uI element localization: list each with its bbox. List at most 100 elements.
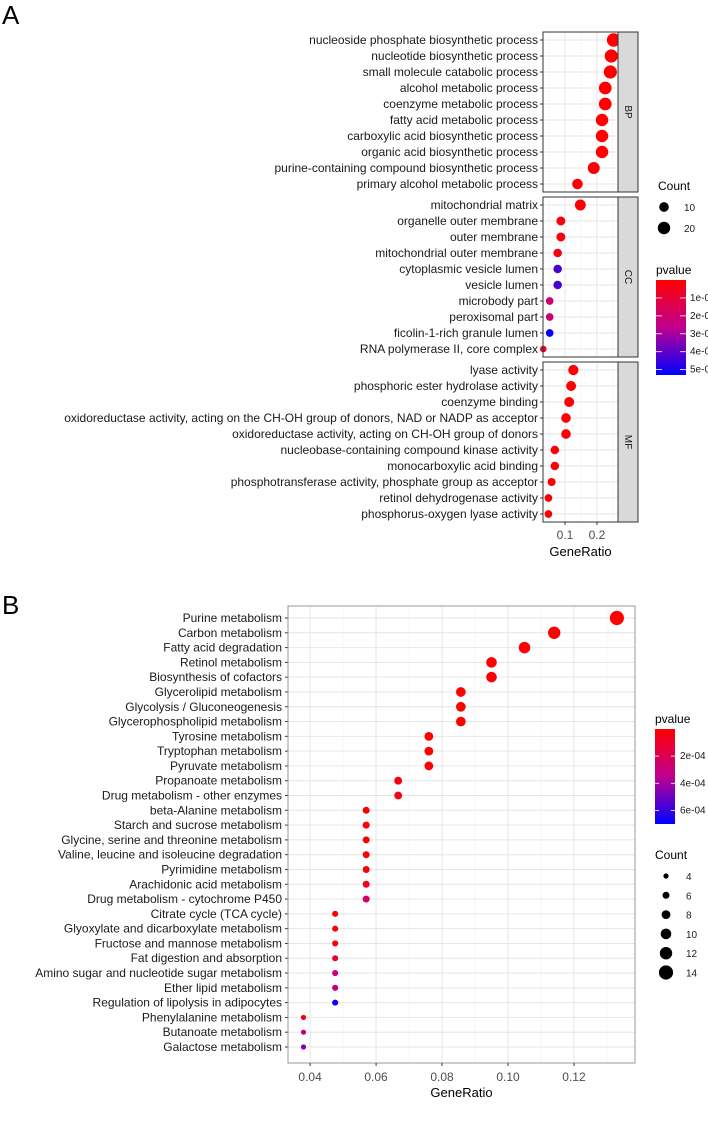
- pathway-dot: [332, 999, 339, 1006]
- term-dot: [561, 429, 571, 439]
- x-tick-label: 0.06: [364, 1070, 388, 1084]
- size-legend-dot: [658, 965, 674, 980]
- term-label: primary alcohol metabolic process: [357, 177, 538, 191]
- pathway-label: Valine, leucine and isoleucine degradati…: [58, 848, 282, 862]
- facet-strip-label: BP: [622, 105, 633, 119]
- pathway-dot: [455, 687, 466, 697]
- pathway-label: Glyoxylate and dicarboxylate metabolism: [64, 922, 282, 936]
- pathway-dot: [362, 836, 370, 844]
- term-dot: [550, 461, 560, 471]
- pathway-label: Tryptophan metabolism: [157, 744, 282, 758]
- color-legend-bar: [656, 280, 686, 375]
- term-label: oxidoreductase activity, acting on the C…: [64, 411, 538, 425]
- pathway-dot: [424, 731, 434, 741]
- term-dot: [603, 65, 617, 79]
- term-dot: [604, 49, 618, 63]
- size-legend-dot: [662, 891, 670, 899]
- pathway-dot: [362, 895, 370, 903]
- facet-strip: [617, 196, 639, 358]
- pathway-label: Purine metabolism: [183, 611, 282, 625]
- term-label: small molecule catabolic process: [363, 65, 538, 79]
- plot-border: [287, 605, 636, 1064]
- term-dot: [595, 113, 609, 127]
- size-legend-label: 10: [684, 203, 696, 214]
- term-label: coenzyme metabolic process: [383, 97, 538, 111]
- term-label: alcohol metabolic process: [400, 81, 538, 95]
- term-dot: [574, 199, 586, 211]
- pathway-label: Retinol metabolism: [180, 655, 282, 669]
- term-label: coenzyme binding: [441, 395, 538, 409]
- facet-strip-label: CC: [622, 270, 633, 284]
- term-label: microbody part: [459, 294, 539, 308]
- x-tick-label: 0.2: [589, 528, 606, 542]
- term-dot: [553, 248, 562, 258]
- term-dot: [545, 297, 554, 305]
- pathway-dot: [362, 880, 370, 888]
- pathway-label: Fatty acid degradation: [163, 641, 282, 655]
- color-legend-label: 4e-04: [690, 347, 708, 358]
- pathway-label: Amino sugar and nucleotide sugar metabol…: [35, 966, 282, 980]
- pathway-label: Glycerolipid metabolism: [155, 685, 282, 699]
- color-legend-label: 4e-04: [680, 778, 706, 789]
- pathway-dot: [486, 671, 497, 683]
- pathway-label: Galactose metabolism: [163, 1040, 282, 1054]
- term-label: ficolin-1-rich granule lumen: [394, 326, 538, 340]
- term-dot: [598, 81, 612, 95]
- x-tick-label: 0.1: [557, 528, 574, 542]
- x-tick-label: 0.12: [562, 1070, 586, 1084]
- pathway-dot: [486, 657, 497, 668]
- pathway-label: beta-Alanine metabolism: [150, 803, 282, 817]
- pathway-dot: [394, 791, 403, 800]
- pathway-dot: [518, 641, 531, 654]
- size-legend-dot: [657, 221, 671, 235]
- pathway-label: Regulation of lipolysis in adipocytes: [93, 996, 282, 1010]
- term-label: retinol dehydrogenase activity: [379, 491, 538, 505]
- x-tick-label: 0.04: [298, 1070, 322, 1084]
- pathway-label: Biosynthesis of cofactors: [149, 670, 282, 684]
- term-label: mitochondrial matrix: [431, 198, 538, 212]
- color-legend-label: 1e-04: [690, 293, 708, 304]
- term-dot: [564, 397, 575, 407]
- size-legend-dot: [659, 947, 673, 960]
- term-dot: [553, 264, 562, 274]
- size-legend-dot: [661, 910, 671, 919]
- size-legend-label: 20: [684, 224, 696, 235]
- pathway-dot: [362, 865, 370, 873]
- pathway-label: Drug metabolism - other enzymes: [102, 789, 282, 803]
- color-legend-title: pvalue: [656, 263, 692, 277]
- term-label: purine-containing compound biosynthetic …: [275, 161, 539, 175]
- term-dot: [544, 510, 553, 518]
- term-label: cytoplasmic vesicle lumen: [399, 262, 538, 276]
- facet-strip-label: MF: [622, 435, 633, 449]
- term-label: phosphotransferase activity, phosphate g…: [231, 475, 538, 489]
- size-legend-dot: [660, 928, 672, 940]
- term-dot: [547, 477, 556, 487]
- size-legend-label: 8: [686, 911, 692, 922]
- pathway-dot: [394, 776, 403, 785]
- color-legend-label: 2e-04: [680, 751, 706, 762]
- term-label: vesicle lumen: [465, 278, 538, 292]
- facet-bp: nucleoside phosphate biosynthetic proces…: [275, 31, 639, 193]
- pathway-dot: [609, 610, 624, 626]
- pathway-dot: [300, 1044, 307, 1050]
- term-label: RNA polymerase II, core complex: [360, 342, 538, 356]
- pathway-label: Glycolysis / Gluconeogenesis: [125, 700, 282, 714]
- pathway-dot: [300, 1029, 307, 1035]
- x-tick-label: 0.10: [496, 1070, 520, 1084]
- pathway-label: Arachidonic acid metabolism: [129, 877, 282, 891]
- pathway-label: Drug metabolism - cytochrome P450: [87, 892, 282, 906]
- pathway-dot: [547, 626, 561, 639]
- term-label: nucleotide biosynthetic process: [371, 49, 538, 63]
- term-dot: [556, 216, 566, 226]
- color-legend-label: 2e-04: [690, 311, 708, 322]
- term-dot: [598, 97, 612, 111]
- facet-background: [543, 362, 618, 522]
- pathway-dot: [362, 806, 370, 814]
- term-dot: [568, 364, 579, 376]
- color-legend-bar: [655, 729, 675, 824]
- pathway-label: Citrate cycle (TCA cycle): [151, 907, 282, 921]
- term-label: carboxylic acid biosynthetic process: [347, 129, 538, 143]
- panel-letter: A: [2, 0, 20, 30]
